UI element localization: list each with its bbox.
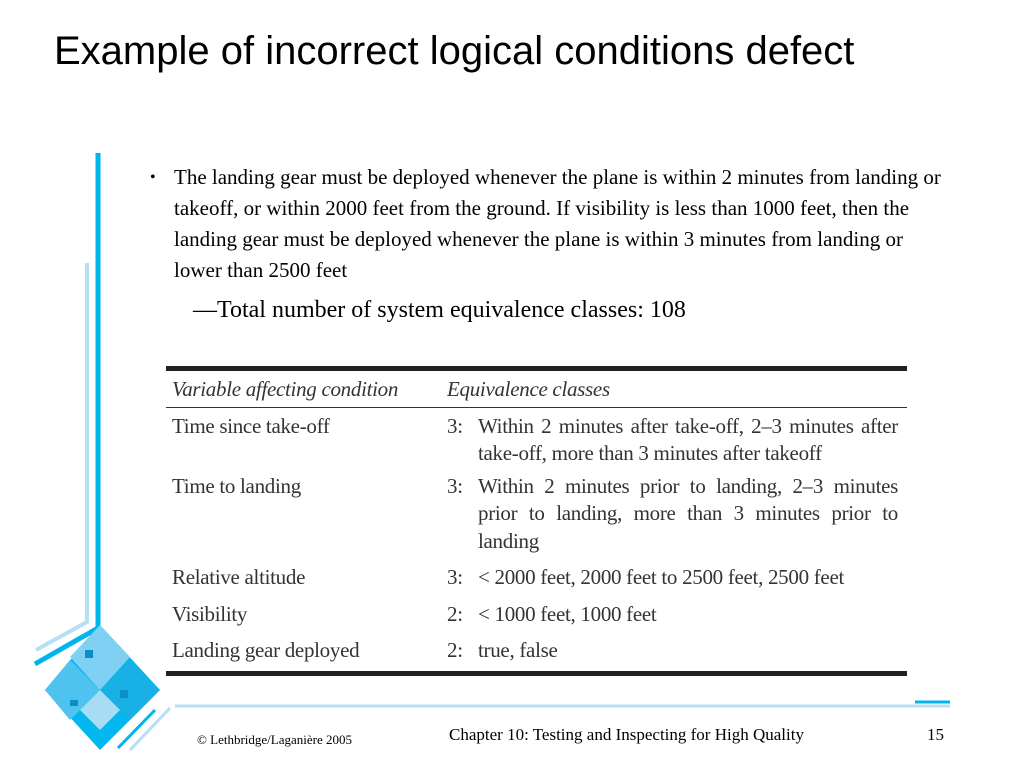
variable-cell: Landing gear deployed: [172, 638, 360, 662]
count-cell: 2:: [447, 601, 463, 626]
variable-cell: Time since take-off: [172, 413, 330, 438]
header-classes: Equivalence classes: [447, 377, 610, 401]
variable-cell: Time to landing: [172, 473, 301, 498]
count-cell: 3:: [447, 413, 463, 438]
classes-cell: Within 2 minutes after take-off, 2–3 min…: [478, 413, 898, 466]
sub-point: —Total number of system equivalence clas…: [193, 297, 686, 323]
table-row: Visibility 2: < 1000 feet, 1000 feet: [166, 592, 907, 629]
classes-cell: true, false: [478, 638, 558, 662]
classes-cell: < 2000 feet, 2000 feet to 2500 feet, 250…: [478, 565, 845, 589]
variable-cell: Relative altitude: [172, 565, 306, 589]
footer-copyright: © Lethbridge/Laganière 2005: [197, 732, 352, 747]
decorative-lines: [33, 153, 950, 752]
variable-cell: Visibility: [172, 601, 248, 626]
table-row: Time to landing 3: Within 2 minutes prior …: [166, 468, 907, 556]
table-header-rule: [166, 406, 907, 408]
count-cell: 3:: [447, 473, 463, 498]
page-number: 15: [927, 725, 944, 744]
table-row: Time since take-off 3: Within 2 minutes af…: [166, 408, 907, 468]
footer-chapter: Chapter 10: Testing and Inspecting for H…: [449, 725, 804, 744]
count-cell: 3:: [447, 565, 463, 589]
table-bottom-rule: [166, 670, 907, 676]
bullet-marker: •: [150, 169, 156, 186]
classes-cell: < 1000 feet, 1000 feet: [478, 601, 657, 626]
equivalence-classes-table: Variable affecting condition Equivalence…: [166, 366, 907, 676]
table-row: Relative altitude 3: < 2000 feet, 2000 fee…: [166, 555, 907, 592]
mosaic-diamond-logo: [45, 625, 160, 750]
slide-title: Example of incorrect logical conditions …: [54, 29, 855, 73]
table-header: Variable affecting condition Equivalence…: [166, 371, 907, 407]
header-variable: Variable affecting condition: [172, 377, 399, 401]
count-cell: 2:: [447, 638, 463, 662]
table-top-rule: [166, 366, 907, 371]
classes-cell: Within 2 minutes prior to landing, 2–3 m…: [478, 473, 898, 553]
table-row: Landing gear deployed 2: true, false: [166, 628, 907, 665]
bullet-text: The landing gear must be deployed whenev…: [174, 165, 941, 282]
